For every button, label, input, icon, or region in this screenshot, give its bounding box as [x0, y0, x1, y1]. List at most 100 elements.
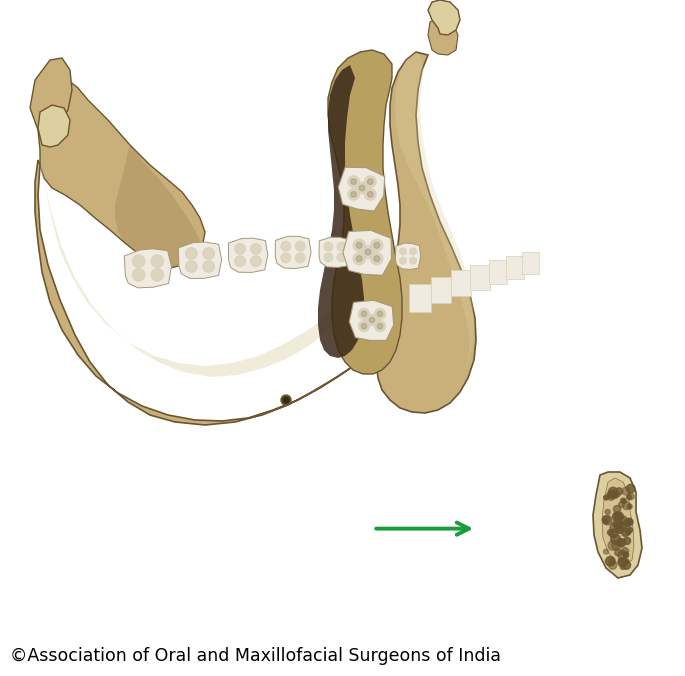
Circle shape: [611, 535, 621, 544]
Circle shape: [614, 549, 621, 556]
Polygon shape: [30, 58, 72, 130]
Polygon shape: [428, 0, 460, 35]
Circle shape: [151, 255, 164, 268]
Circle shape: [356, 242, 362, 248]
Circle shape: [283, 397, 289, 403]
Circle shape: [621, 529, 630, 537]
Circle shape: [608, 487, 618, 497]
Circle shape: [602, 516, 610, 523]
Circle shape: [619, 502, 625, 507]
Circle shape: [324, 253, 333, 262]
Circle shape: [617, 539, 625, 547]
Circle shape: [359, 185, 365, 191]
Circle shape: [627, 493, 634, 500]
Circle shape: [617, 539, 623, 545]
Polygon shape: [319, 237, 351, 268]
Polygon shape: [428, 18, 458, 55]
Polygon shape: [228, 238, 268, 272]
Circle shape: [623, 521, 631, 529]
Circle shape: [610, 523, 620, 532]
Circle shape: [356, 183, 368, 194]
Polygon shape: [343, 231, 392, 275]
Circle shape: [603, 519, 608, 524]
Polygon shape: [359, 239, 388, 268]
Circle shape: [609, 561, 616, 569]
Circle shape: [203, 261, 214, 272]
Circle shape: [612, 541, 621, 550]
Circle shape: [367, 191, 373, 197]
Circle shape: [364, 189, 376, 200]
Circle shape: [626, 518, 632, 524]
Circle shape: [351, 178, 356, 185]
Circle shape: [377, 323, 383, 329]
Circle shape: [358, 308, 369, 320]
Circle shape: [374, 242, 379, 248]
Polygon shape: [409, 284, 431, 312]
Circle shape: [621, 498, 625, 503]
Circle shape: [620, 564, 625, 569]
Text: ©Association of Oral and Maxillofacial Surgeons of India: ©Association of Oral and Maxillofacial S…: [10, 647, 501, 665]
Circle shape: [375, 308, 386, 320]
Polygon shape: [593, 472, 642, 578]
Polygon shape: [376, 52, 476, 413]
Polygon shape: [451, 270, 471, 296]
Polygon shape: [179, 242, 222, 279]
Circle shape: [374, 256, 379, 262]
Circle shape: [132, 268, 145, 281]
Polygon shape: [115, 145, 200, 268]
Circle shape: [627, 495, 632, 500]
Circle shape: [281, 241, 290, 251]
Circle shape: [399, 248, 406, 255]
Circle shape: [615, 525, 623, 533]
Circle shape: [627, 484, 635, 493]
Circle shape: [186, 248, 197, 260]
Circle shape: [626, 530, 631, 535]
Circle shape: [603, 496, 608, 500]
Circle shape: [348, 189, 360, 200]
Circle shape: [151, 268, 164, 281]
Circle shape: [348, 176, 360, 187]
Circle shape: [621, 548, 629, 555]
Circle shape: [235, 243, 245, 254]
Polygon shape: [523, 252, 540, 274]
Polygon shape: [275, 236, 311, 268]
Circle shape: [364, 244, 371, 251]
Circle shape: [624, 559, 629, 564]
Circle shape: [356, 256, 362, 262]
Circle shape: [603, 516, 612, 525]
Circle shape: [186, 261, 197, 272]
Circle shape: [627, 519, 633, 525]
Circle shape: [375, 244, 383, 251]
Circle shape: [367, 178, 373, 185]
Circle shape: [362, 246, 374, 258]
Polygon shape: [38, 105, 70, 147]
Circle shape: [613, 519, 623, 529]
Circle shape: [603, 549, 608, 554]
Circle shape: [235, 256, 245, 266]
Polygon shape: [395, 243, 421, 270]
Circle shape: [375, 254, 383, 262]
Polygon shape: [338, 167, 385, 211]
Circle shape: [281, 395, 291, 405]
Circle shape: [324, 242, 333, 251]
Circle shape: [353, 239, 365, 251]
Circle shape: [619, 542, 623, 546]
Circle shape: [364, 254, 371, 262]
Circle shape: [615, 522, 621, 528]
Circle shape: [295, 241, 305, 251]
Circle shape: [608, 491, 614, 498]
Circle shape: [608, 541, 618, 550]
Circle shape: [623, 537, 631, 544]
Circle shape: [609, 529, 618, 538]
Circle shape: [618, 523, 627, 531]
Circle shape: [618, 558, 627, 567]
Polygon shape: [602, 478, 634, 565]
Circle shape: [251, 256, 261, 266]
Circle shape: [619, 558, 623, 562]
Polygon shape: [470, 264, 490, 289]
Circle shape: [366, 314, 377, 326]
Circle shape: [616, 488, 623, 495]
Circle shape: [361, 311, 366, 316]
Circle shape: [622, 487, 630, 495]
Polygon shape: [506, 256, 524, 279]
